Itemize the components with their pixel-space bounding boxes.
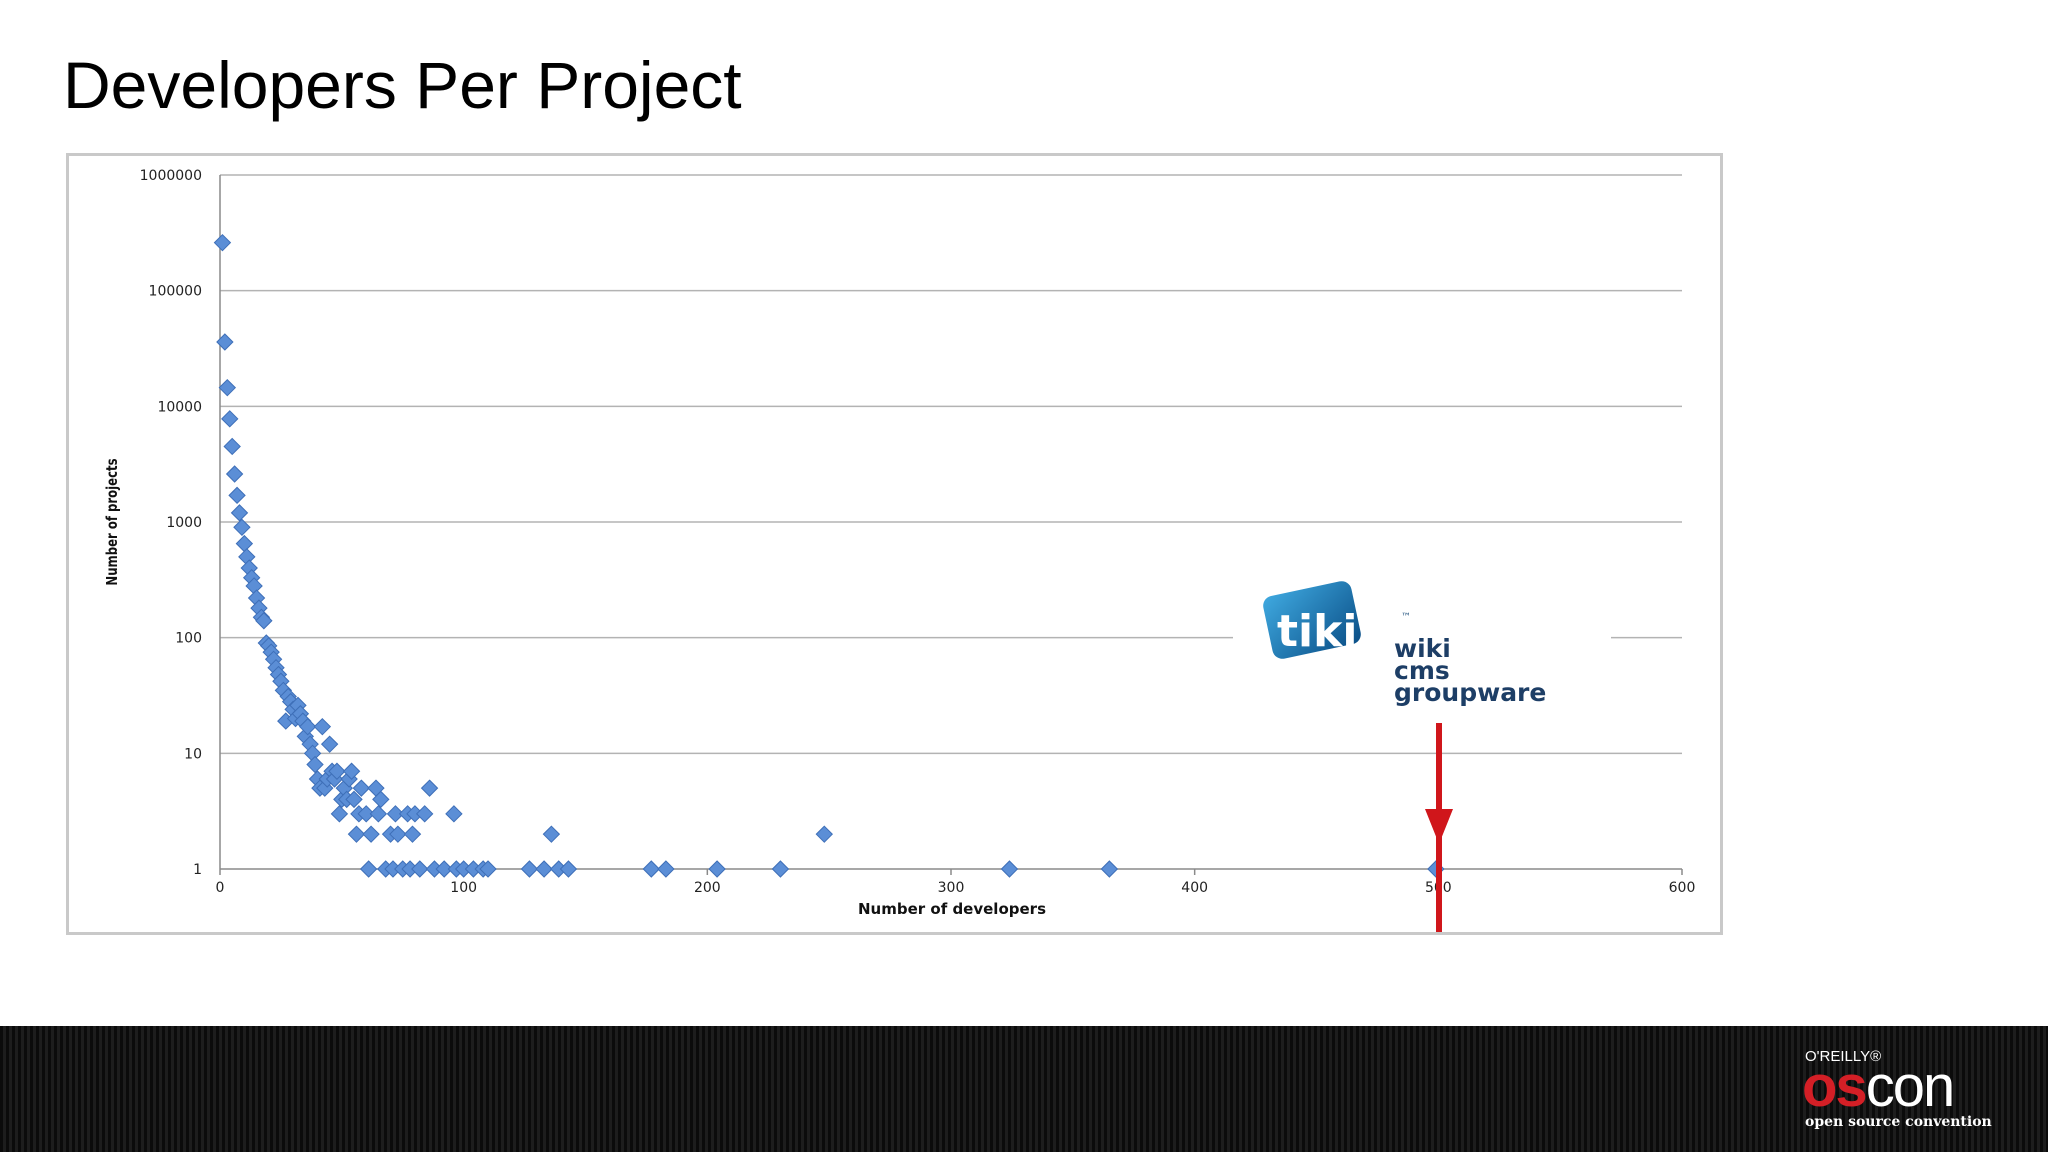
data-point	[386, 805, 405, 823]
data-point	[230, 504, 249, 522]
data-point	[1000, 860, 1019, 878]
data-point	[362, 825, 380, 843]
y-axis-label: Number of projects	[105, 458, 122, 585]
data-points	[213, 233, 1445, 878]
data-point	[357, 805, 375, 823]
data-point	[223, 437, 241, 456]
data-point	[411, 860, 429, 878]
y-tick-label: 100000	[149, 284, 202, 300]
oreilly-publisher-mark: O'REILLY®	[1805, 1048, 1882, 1065]
data-point	[479, 860, 497, 878]
data-point	[389, 825, 407, 843]
axes	[219, 175, 1683, 875]
footer-bar	[0, 1026, 2048, 1152]
data-point	[352, 779, 371, 797]
data-point	[403, 825, 422, 843]
data-point	[330, 805, 349, 823]
data-point	[345, 790, 363, 809]
tiki-annotation: tiki ™ wiki cms groupware	[1233, 574, 1611, 932]
data-point	[328, 762, 346, 780]
x-tick-label: 300	[938, 880, 965, 896]
data-point	[372, 790, 390, 809]
x-axis-label: Number of developers	[858, 900, 1046, 918]
data-point	[420, 779, 439, 797]
y-tick-labels: 1 10 100 1000 10000 100000 1000000	[140, 168, 202, 878]
slide-title: Developers Per Project	[63, 48, 742, 122]
data-point	[320, 735, 339, 753]
data-point	[445, 805, 463, 823]
data-point	[771, 860, 790, 878]
data-point	[1100, 860, 1119, 878]
annotation-line-wiki: wiki	[1394, 634, 1451, 663]
chart-frame: 1 10 100 1000 10000 100000 1000000 0 100 200 300 4…	[66, 153, 1723, 935]
data-point	[235, 534, 254, 553]
data-point	[559, 860, 578, 878]
data-point	[369, 805, 388, 823]
oscon-logo: oscon	[1802, 1058, 1955, 1116]
data-point	[520, 860, 539, 878]
scatter-chart: 1 10 100 1000 10000 100000 1000000 0 100 200 300 4…	[105, 168, 1696, 932]
y-tick-label: 1000	[166, 515, 202, 531]
annotation-line-groupware: groupware	[1394, 678, 1546, 707]
annotation-line-cms: cms	[1394, 656, 1450, 685]
data-point	[435, 860, 453, 878]
x-tick-label: 600	[1669, 880, 1696, 896]
oscon-tagline: open source convention	[1805, 1114, 1992, 1130]
oscon-logo-os: os	[1802, 1054, 1868, 1119]
data-point	[233, 518, 251, 536]
data-point	[218, 378, 237, 397]
data-point	[313, 717, 332, 736]
y-tick-label: 1000000	[140, 168, 202, 184]
data-point	[228, 486, 246, 505]
data-point	[299, 717, 317, 736]
x-tick-label: 400	[1181, 880, 1208, 896]
y-tick-label: 10000	[157, 399, 202, 415]
annotation-arrow-head	[1425, 809, 1453, 844]
y-tick-label: 10	[184, 746, 202, 762]
y-tick-label: 1	[193, 862, 202, 878]
data-point	[225, 465, 244, 483]
data-point	[342, 762, 361, 780]
x-tick-label: 200	[694, 880, 721, 896]
tiki-logo-diamond	[1263, 581, 1361, 659]
tiki-logo-word: tiki	[1277, 606, 1357, 657]
tiki-logo: tiki ™	[1263, 581, 1411, 659]
data-point	[642, 860, 660, 878]
data-point	[347, 825, 366, 843]
data-point	[708, 860, 726, 878]
oscon-logo-con: con	[1865, 1054, 1956, 1119]
x-tick-label: 0	[216, 880, 225, 896]
data-point	[359, 860, 378, 878]
x-tick-labels: 0100200300400500600	[216, 880, 1696, 896]
data-point	[306, 755, 324, 774]
data-point	[542, 825, 561, 843]
y-tick-label: 100	[175, 631, 202, 647]
tiki-trademark: ™	[1401, 612, 1411, 623]
data-point	[535, 860, 553, 878]
data-point	[657, 860, 675, 878]
data-point	[255, 612, 273, 630]
x-tick-label: 100	[450, 880, 477, 896]
data-point	[415, 805, 434, 823]
data-point	[213, 233, 232, 252]
data-point	[221, 410, 239, 428]
data-point	[216, 333, 234, 351]
data-point	[815, 825, 834, 843]
